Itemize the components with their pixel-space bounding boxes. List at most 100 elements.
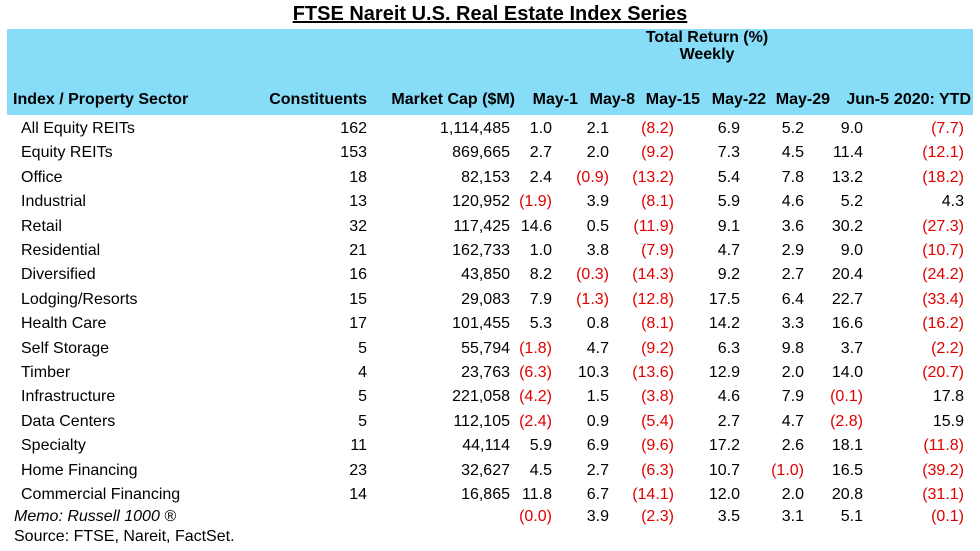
table-row: Commercial Financing 14 16,865 11.8 6.7 (14.1…	[0, 485, 980, 509]
return-cell-may15: (9.2)	[641, 339, 674, 357]
return-cell-may1: 7.9	[529, 290, 552, 308]
return-cell-may22: 9.1	[717, 217, 740, 235]
sector-name: Health Care	[21, 315, 107, 333]
market-cap-cell: 29,083	[461, 290, 510, 308]
market-cap-cell: 221,058	[452, 388, 510, 406]
market-cap-cell: 162,733	[452, 242, 510, 259]
constituents-cell: 21	[349, 242, 367, 259]
return-cell-ytd: (12.1)	[922, 144, 964, 162]
return-cell-jun5: 3.7	[840, 339, 863, 357]
return-cell-may15: (8.1)	[641, 315, 674, 333]
return-cell-ytd: 4.3	[941, 193, 964, 211]
table-row: Data Centers 5 112,105 (2.4) 0.9 (5.4) 2.7 4.7 (…	[0, 412, 980, 436]
return-cell-may15: (8.1)	[641, 193, 674, 211]
return-cell-may8: 0.8	[586, 315, 609, 333]
return-cell-may1: (1.9)	[519, 193, 552, 211]
sector-name: All Equity REITs	[21, 120, 135, 137]
sector-name: Home Financing	[21, 461, 138, 479]
sector-name: Data Centers	[21, 412, 116, 430]
return-cell-may1: 5.9	[529, 437, 552, 455]
return-cell-ytd: (18.2)	[922, 168, 964, 186]
return-cell-may29: 7.9	[781, 388, 804, 406]
return-cell-may8: 3.9	[586, 193, 609, 211]
col-header-constituents: Constituents	[269, 91, 367, 108]
return-cell-jun5: (2.8)	[830, 412, 863, 430]
return-cell-may1: 8.2	[529, 266, 552, 284]
return-cell-may29: 2.7	[781, 266, 804, 284]
weekly-label: Weekly	[679, 46, 735, 63]
return-cell-may29: 5.2	[781, 120, 804, 137]
constituents-cell: 23	[349, 461, 367, 479]
market-cap-cell: 120,952	[452, 193, 510, 211]
constituents-cell: 162	[340, 120, 367, 137]
return-cell-jun5: 18.1	[831, 437, 863, 455]
table-row: Specialty 11 44,114 5.9 6.9 (9.6) 17.2 2.6 18.1 (…	[0, 436, 980, 460]
table-row: Equity REITs 153 869,665 2.7 2.0 (9.2) 7.3 4.5 1…	[0, 143, 980, 167]
return-cell-may8: 6.9	[586, 437, 609, 455]
return-cell-may29: 9.8	[781, 339, 804, 357]
table-row: Health Care 17 101,455 5.3 0.8 (8.1) 14.2 3.3 16…	[0, 314, 980, 338]
return-cell-may8: 6.7	[586, 486, 609, 503]
return-cell-jun5: 5.2	[840, 193, 863, 211]
return-cell-may22: 10.7	[708, 461, 740, 479]
return-cell-may15: (12.8)	[632, 290, 674, 308]
col-header-may1: May-1	[532, 91, 578, 108]
return-cell-ytd: (27.3)	[922, 217, 964, 235]
sector-name: Diversified	[21, 266, 96, 284]
return-cell-ytd: (39.2)	[922, 461, 964, 479]
col-header-may15: May-15	[645, 91, 700, 108]
sector-name: Lodging/Resorts	[21, 290, 138, 308]
return-cell-jun5: 9.0	[840, 242, 863, 259]
market-cap-cell: 23,763	[461, 364, 510, 381]
sector-name: Commercial Financing	[21, 486, 181, 503]
sector-name: Residential	[21, 242, 101, 259]
return-cell-may15: (13.2)	[632, 168, 674, 186]
sector-name: Office	[21, 168, 63, 186]
return-cell-may29: 4.7	[781, 412, 804, 430]
return-cell-may29: 3.6	[781, 217, 804, 235]
total-return-label: Total Return (%)	[645, 29, 769, 46]
source-note: Source: FTSE, Nareit, FactSet.	[14, 528, 235, 545]
return-cell-may15: (2.3)	[641, 508, 674, 525]
return-cell-may1: 1.0	[529, 242, 552, 259]
return-cell-may22: 6.9	[717, 120, 740, 137]
constituents-cell: 13	[349, 193, 367, 211]
sector-name: Specialty	[21, 437, 86, 455]
return-cell-may1: 5.3	[529, 315, 552, 333]
return-cell-may1: (2.4)	[519, 412, 552, 430]
return-cell-jun5: 5.1	[840, 508, 863, 525]
sector-name: Equity REITs	[21, 144, 113, 162]
return-cell-may8: 2.0	[586, 144, 609, 162]
return-cell-may15: (9.2)	[641, 144, 674, 162]
constituents-cell: 5	[358, 388, 367, 406]
table-row: Timber 4 23,763 (6.3) 10.3 (13.6) 12.9 2.0 14.0 (…	[0, 363, 980, 387]
return-cell-may29: 2.0	[781, 486, 804, 503]
table-row: Industrial 13 120,952 (1.9) 3.9 (8.1) 5.9 4.6 5.…	[0, 192, 980, 216]
return-cell-may15: (14.3)	[632, 266, 674, 284]
constituents-cell: 11	[350, 437, 367, 455]
return-cell-ytd: (16.2)	[922, 315, 964, 333]
return-cell-jun5: (0.1)	[830, 388, 863, 406]
return-cell-may22: 3.5	[717, 508, 740, 525]
return-cell-may1: 4.5	[529, 461, 552, 479]
return-cell-may15: (11.9)	[633, 217, 674, 235]
return-cell-may1: 11.8	[522, 486, 552, 503]
return-cell-may22: 14.2	[708, 315, 740, 333]
return-cell-may8: 0.9	[586, 412, 609, 430]
return-cell-may22: 5.4	[717, 168, 740, 186]
table-header: Total Return (%) Weekly Index / Property…	[7, 29, 973, 115]
return-cell-may29: 6.4	[781, 290, 804, 308]
return-cell-jun5: 9.0	[840, 120, 863, 137]
table-row: Office 18 82,153 2.4 (0.9) (13.2) 5.4 7.8 13.2 (1…	[0, 168, 980, 192]
return-cell-may29: 2.9	[781, 242, 804, 259]
return-cell-ytd: (7.7)	[931, 120, 964, 137]
memo-row: Memo: Russell 1000 ® (0.0) 3.9 (2.3) 3.5 3.1 5…	[0, 507, 980, 531]
market-cap-cell: 82,153	[461, 168, 510, 186]
return-cell-may15: (6.3)	[641, 461, 674, 479]
return-cell-may22: 17.5	[708, 290, 740, 308]
table-title: FTSE Nareit U.S. Real Estate Index Serie…	[292, 3, 688, 25]
market-cap-cell: 117,425	[453, 217, 510, 235]
constituents-cell: 15	[349, 290, 367, 308]
return-cell-may29: 2.6	[781, 437, 804, 455]
constituents-cell: 4	[358, 364, 367, 381]
